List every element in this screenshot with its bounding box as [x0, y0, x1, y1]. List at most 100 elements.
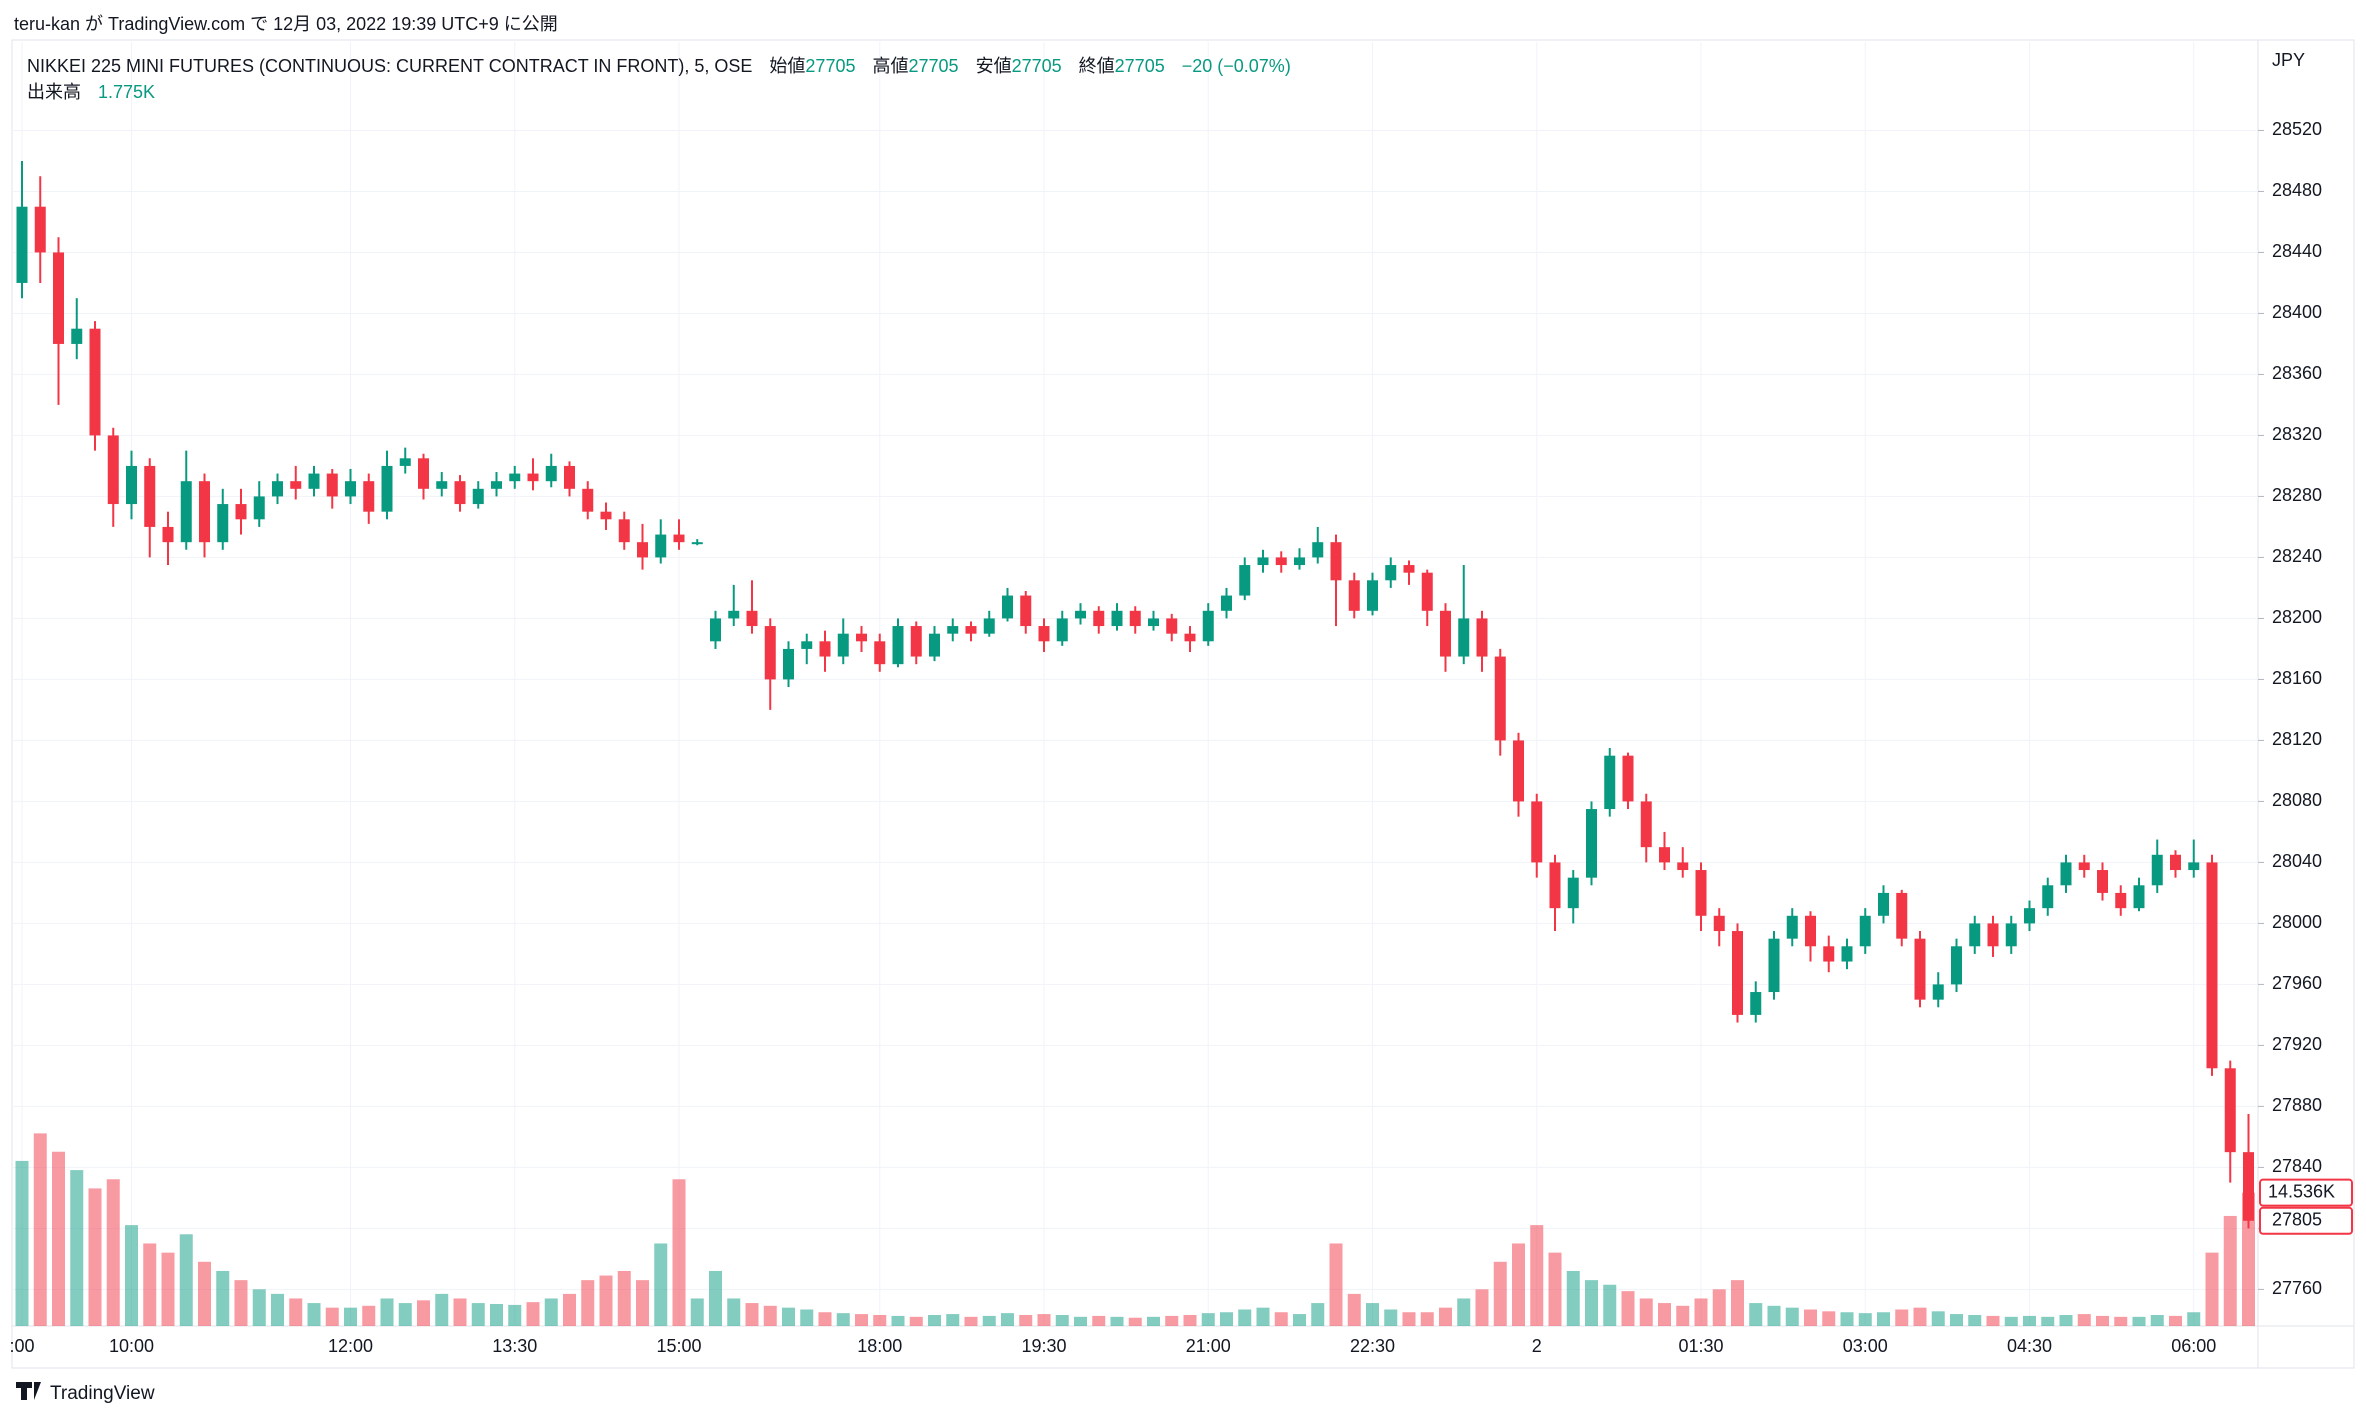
volume-bar: [1658, 1303, 1671, 1326]
candle-body: [2151, 854, 2163, 886]
candle-body: [107, 435, 119, 505]
volume-bar: [1001, 1313, 1014, 1326]
volume-bar: [325, 1307, 339, 1326]
volume-bar: [1329, 1243, 1343, 1326]
candle-body: [2060, 862, 2072, 886]
candle-body: [399, 458, 411, 466]
candle-body: [637, 542, 648, 558]
y-tick-label: 28000: [2272, 912, 2322, 932]
volume-bar: [1147, 1316, 1160, 1326]
volume-bar: [2205, 1252, 2219, 1326]
x-tick-label: 15:00: [656, 1336, 701, 1356]
candle-body: [363, 481, 375, 512]
volume-bar: [1311, 1303, 1325, 1326]
x-tick-label: 01:30: [1678, 1336, 1723, 1356]
volume-bar: [745, 1303, 759, 1326]
volume-label: 出来高: [27, 82, 81, 102]
candle-body: [1494, 656, 1506, 741]
candle-body: [2097, 870, 2108, 893]
candle-body: [965, 626, 977, 634]
candle-body: [1221, 595, 1232, 611]
candle-body: [947, 626, 959, 634]
candle-body: [783, 648, 794, 680]
volume-bar: [982, 1315, 996, 1326]
volume-bar: [836, 1313, 850, 1326]
candle-body: [1440, 610, 1451, 657]
change: −20 (−0.07%): [1181, 56, 1291, 76]
candles: [16, 160, 2254, 1229]
volume-bar: [1238, 1309, 1252, 1326]
candle-body: [2188, 862, 2200, 871]
candle-body: [1385, 565, 1397, 581]
x-tick-label: 21:00: [1186, 1336, 1231, 1356]
volume-bar: [1986, 1315, 2000, 1326]
volume-bar: [33, 1133, 47, 1326]
candle-body: [801, 641, 813, 649]
volume-bar: [1201, 1313, 1215, 1326]
volume-bar: [508, 1304, 522, 1326]
volume-bar: [1475, 1289, 1489, 1326]
candle-body: [2133, 885, 2145, 909]
y-tick-label: 28160: [2272, 668, 2322, 688]
volume-bar: [1128, 1317, 1142, 1326]
candle-body: [491, 481, 502, 489]
x-tick-label: 12:00: [328, 1336, 373, 1356]
y-tick-label: 27920: [2272, 1034, 2322, 1054]
candle-body: [2170, 854, 2181, 871]
candle-body: [2206, 862, 2218, 1069]
candle-body: [509, 473, 521, 482]
volume-bar: [490, 1303, 503, 1326]
volume-bar: [1402, 1312, 1416, 1326]
volume-bar: [234, 1280, 248, 1326]
volume-bar: [2114, 1316, 2128, 1326]
volume-bar: [1621, 1291, 1635, 1326]
x-tick-label: 19:30: [1021, 1336, 1066, 1356]
volume-bar: [1603, 1284, 1617, 1326]
volume-bar: [1512, 1243, 1525, 1326]
candle-body: [34, 206, 46, 253]
y-tick-label: 28320: [2272, 424, 2322, 444]
candle-body: [1622, 755, 1634, 802]
candle-body: [1713, 915, 1725, 932]
volume-bar: [435, 1293, 449, 1326]
volume-bar: [800, 1309, 814, 1326]
candle-body: [199, 481, 210, 543]
candle-body: [1932, 984, 1944, 1000]
axes: 2776027800278402788027920279602800028040…: [9, 119, 2353, 1356]
volume-bar: [1785, 1307, 1799, 1326]
volume-bar: [636, 1280, 649, 1326]
volume-bar: [782, 1307, 795, 1326]
volume-bar: [1749, 1303, 1763, 1326]
volume-bar: [2023, 1315, 2036, 1326]
candle-body: [1695, 870, 1707, 916]
candle-body: [2243, 1152, 2254, 1221]
candle-body: [345, 481, 356, 497]
volume-bar: [1639, 1298, 1653, 1326]
candle-body: [1768, 938, 1780, 993]
candle-body: [1859, 915, 1871, 947]
volume-bar: [563, 1293, 576, 1326]
candle-body: [673, 534, 685, 543]
volume-bar: [2059, 1314, 2073, 1326]
volume-value: 1.775K: [98, 82, 156, 102]
candle-body: [253, 496, 265, 520]
candle-body: [929, 633, 940, 657]
volume-bar: [1767, 1305, 1781, 1326]
candle-body: [1786, 915, 1798, 939]
volume-bar: [727, 1298, 741, 1326]
published-line: teru-kan が TradingView.com で 12月 03, 202…: [14, 14, 558, 34]
candle-body: [1458, 618, 1470, 657]
volume-bar: [198, 1261, 211, 1326]
candle-body: [710, 618, 721, 642]
candle-body: [1476, 618, 1488, 657]
volume-bar: [946, 1314, 960, 1326]
candle-body: [381, 465, 393, 512]
grid: [12, 42, 2258, 1326]
candle-body: [1531, 801, 1543, 863]
volume-bar: [1439, 1307, 1452, 1326]
volume-bar: [471, 1303, 485, 1326]
candle-body: [1129, 610, 1141, 627]
candle-body: [1312, 542, 1324, 558]
candle-body: [1677, 862, 1689, 871]
volume-bar: [398, 1303, 412, 1326]
